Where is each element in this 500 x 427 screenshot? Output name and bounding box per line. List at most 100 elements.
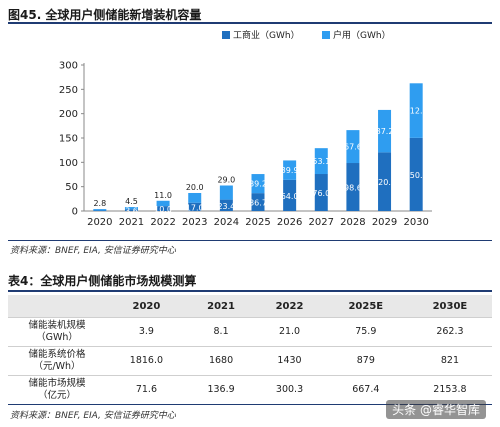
data-label-commercial-industrial: 150.3 xyxy=(405,171,428,180)
table-cell: 136.9 xyxy=(186,375,256,405)
y-axis: 0 50 100 150 200 250 300 xyxy=(59,61,85,218)
row-label: 储能市场规模 （亿元） xyxy=(8,375,106,405)
bars xyxy=(93,83,423,211)
data-label-residential: 87.2 xyxy=(376,127,394,136)
bar-commercial-industrial xyxy=(156,206,170,211)
data-label-commercial-industrial: 36.7 xyxy=(249,199,267,208)
bar-commercial-industrial xyxy=(219,199,233,211)
data-label-commercial-industrial: 64.0 xyxy=(281,192,299,201)
bar-commercial-industrial xyxy=(283,179,297,211)
x-tick-label: 2023 xyxy=(182,217,207,228)
y-tick-label: 0 xyxy=(72,207,78,218)
table-row: 储能装机规模 （GWh） 3.9 8.1 21.0 75.9 262.3 xyxy=(8,317,492,347)
table-header-cell: 2022 xyxy=(255,295,324,318)
table-row: 储能系统价格 （元/Wh） 1816.0 1680 1430 879 821 xyxy=(8,346,492,376)
row-label: 储能系统价格 （元/Wh） xyxy=(8,346,106,376)
x-tick-label: 2028 xyxy=(340,217,365,228)
data-label-commercial-industrial: 76.0 xyxy=(312,189,330,198)
bar-residential xyxy=(219,185,233,200)
bar-commercial-industrial xyxy=(124,209,138,211)
table-cell: 1680 xyxy=(186,346,256,376)
legend-swatch-residential xyxy=(322,31,330,39)
figure-title: 图45. 全球用户侧储能新增装机容量 xyxy=(8,8,202,22)
data-label-commercial-industrial: 3.6 xyxy=(125,207,138,216)
chart-legend: 工商业（GWh） 户用（GWh） xyxy=(222,29,391,41)
x-tick-label: 2029 xyxy=(372,217,397,228)
market-size-table: 2020 2021 2022 2025E 2030E 储能装机规模 （GWh） 3… xyxy=(8,295,492,405)
bar-residential xyxy=(283,160,297,180)
table-cell: 821 xyxy=(407,346,492,376)
bar-residential xyxy=(188,192,202,203)
table-cell: 300.3 xyxy=(255,375,324,405)
legend-label-commercial-industrial: 工商业（GWh） xyxy=(233,29,300,41)
data-label-residential: 20.0 xyxy=(186,183,204,192)
bar-residential xyxy=(378,109,392,153)
table-cell: 71.6 xyxy=(106,375,187,405)
x-tick-label: 2026 xyxy=(277,217,302,228)
x-tick-label: 2027 xyxy=(309,217,334,228)
table-cell: 8.1 xyxy=(186,317,256,347)
data-label-commercial-industrial: 120.5 xyxy=(373,178,396,187)
row-label: 储能装机规模 （GWh） xyxy=(8,317,106,347)
x-axis: 2020 2021 2022 2023 2024 2025 2026 2027 2028 2029… xyxy=(84,210,432,228)
table-title: 表4：全球用户侧储能市场规模测算 xyxy=(8,274,197,288)
data-labels: 2.8 3.64.5 10.0 11.0 17.0 20.0 23.4 29.0 36.7 39.… xyxy=(93,107,427,216)
table-cell: 3.9 xyxy=(106,317,187,347)
table-header-cell: 2021 xyxy=(186,295,256,318)
data-label-residential: 53.1 xyxy=(312,157,330,166)
x-tick-label: 2025 xyxy=(245,217,270,228)
table-header-cell xyxy=(8,295,106,318)
bar-residential xyxy=(409,83,423,138)
figure-source: 资料来源：BNEF, EIA, 安信证券研究中心 xyxy=(10,246,176,256)
watermark: 头条 @睿华智库 xyxy=(386,400,486,419)
y-tick-label: 300 xyxy=(59,61,78,72)
bar-residential xyxy=(346,130,360,164)
data-label-residential: 11.0 xyxy=(154,191,172,200)
bar-residential xyxy=(93,209,107,211)
bar-commercial-industrial xyxy=(188,202,202,211)
y-tick-label: 250 xyxy=(59,85,78,96)
table-cell: 75.9 xyxy=(323,317,408,347)
data-label-residential: 4.5 xyxy=(125,197,138,206)
y-tick-label: 50 xyxy=(65,182,78,193)
x-tick-label: 2022 xyxy=(150,217,175,228)
bar-commercial-industrial xyxy=(93,210,107,211)
table-row: 储能市场规模 （亿元） 71.6 136.9 300.3 667.4 2153.8 xyxy=(8,375,492,405)
y-tick-label: 200 xyxy=(59,109,78,120)
data-label-residential: 39.2 xyxy=(249,180,267,189)
table-header-cell: 2030E xyxy=(407,295,492,318)
bar-commercial-industrial xyxy=(314,174,328,211)
legend-label-residential: 户用（GWh） xyxy=(333,29,391,41)
table-cell: 1430 xyxy=(255,346,324,376)
bar-commercial-industrial xyxy=(378,152,392,211)
table-header-cell: 2020 xyxy=(106,295,187,318)
y-tick-label: 150 xyxy=(59,134,78,145)
x-tick-label: 2021 xyxy=(119,217,144,228)
bar-commercial-industrial xyxy=(251,193,265,211)
data-label-commercial-industrial: 10.0 xyxy=(154,205,172,214)
table-source: 资料来源：BNEF, EIA, 安信证券研究中心 xyxy=(10,411,176,421)
table-cell: 21.0 xyxy=(255,317,324,347)
legend-swatch-commercial-industrial xyxy=(222,31,230,39)
data-label-commercial-industrial: 98.6 xyxy=(344,184,362,193)
table-cell: 879 xyxy=(323,346,408,376)
x-tick-label: 2020 xyxy=(87,217,112,228)
x-tick-label: 2024 xyxy=(214,217,239,228)
table-header-cell: 2025E xyxy=(323,295,408,318)
bar-residential xyxy=(156,200,170,207)
x-tick-label: 2030 xyxy=(403,217,428,228)
data-label-residential: 112.1 xyxy=(405,107,428,116)
y-tick-label: 100 xyxy=(59,158,78,169)
data-label-residential: 29.0 xyxy=(217,175,235,184)
table-top-rule xyxy=(8,290,492,292)
data-label-commercial-industrial: 23.4 xyxy=(217,202,235,211)
table-header-row: 2020 2021 2022 2025E 2030E xyxy=(8,295,492,318)
table-cell: 262.3 xyxy=(407,317,492,347)
table-cell: 1816.0 xyxy=(106,346,187,376)
figure-top-rule xyxy=(8,22,492,24)
data-label-commercial-industrial: 17.0 xyxy=(186,203,204,212)
bar-commercial-industrial xyxy=(409,137,423,211)
data-label-residential: 2.8 xyxy=(93,199,106,208)
bar-residential xyxy=(314,148,328,175)
